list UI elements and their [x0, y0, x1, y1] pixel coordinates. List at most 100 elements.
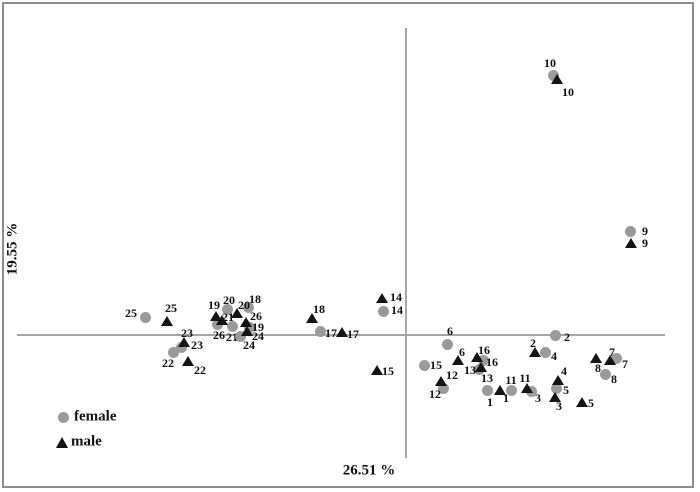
point-label-male-19: 19 — [208, 298, 220, 312]
data-point-female-6 — [441, 338, 453, 350]
point-label-female-11: 11 — [505, 373, 517, 387]
point-label-female-1: 1 — [487, 395, 493, 409]
point-label-male-5: 5 — [588, 396, 594, 410]
data-point-female-14 — [377, 305, 389, 317]
point-label-male-18: 18 — [313, 302, 325, 316]
data-point-female-1 — [481, 384, 493, 396]
point-label-female-6: 6 — [447, 324, 453, 338]
data-point-female-15 — [418, 359, 430, 371]
point-label-male-15: 15 — [382, 364, 394, 378]
point-label-male-22: 22 — [194, 363, 206, 377]
male-triangle-icon — [56, 437, 68, 448]
data-point-female-24 — [234, 330, 246, 342]
point-label-male-7: 7 — [609, 345, 615, 359]
point-label-male-16: 16 — [478, 343, 490, 357]
plot-frame — [2, 2, 694, 488]
point-label-female-12: 12 — [429, 387, 441, 401]
point-label-male-13: 13 — [481, 371, 493, 385]
data-point-female-12 — [437, 382, 449, 394]
point-label-female-8: 8 — [611, 372, 617, 386]
point-label-female-17: 17 — [325, 326, 337, 340]
data-point-male-1 — [494, 385, 506, 395]
data-point-female-5 — [550, 382, 562, 394]
legend-label-female: female — [74, 408, 117, 425]
point-label-male-8: 8 — [595, 361, 601, 375]
female-circle-icon — [58, 412, 69, 423]
data-point-male-9 — [625, 238, 637, 248]
point-label-male-10: 10 — [562, 85, 574, 99]
data-point-female-21 — [226, 320, 238, 332]
data-point-female-20 — [221, 303, 233, 315]
point-label-male-14: 14 — [390, 290, 402, 304]
x-axis-label: 26.51 % — [342, 462, 396, 479]
data-point-male-23 — [178, 337, 190, 347]
point-label-male-11: 11 — [519, 371, 531, 385]
point-label-female-16: 16 — [486, 355, 498, 369]
data-point-male-14 — [376, 293, 388, 303]
point-label-male-24: 24 — [252, 329, 264, 343]
data-point-male-17 — [336, 327, 348, 337]
data-point-male-10 — [551, 74, 563, 84]
data-point-male-24 — [241, 326, 253, 336]
data-point-male-20 — [231, 308, 243, 318]
data-point-male-16 — [471, 352, 483, 362]
point-label-female-13: 13 — [464, 363, 476, 377]
data-point-male-15 — [371, 365, 383, 375]
point-label-male-26: 26 — [250, 309, 262, 323]
data-point-male-25 — [161, 316, 173, 326]
point-label-female-2: 2 — [564, 330, 570, 344]
data-point-male-4 — [552, 375, 564, 385]
data-point-female-22 — [167, 346, 179, 358]
point-label-female-26: 26 — [213, 328, 225, 342]
data-point-female-8 — [599, 368, 611, 380]
data-point-male-8 — [590, 353, 602, 363]
point-label-male-21: 21 — [222, 310, 234, 324]
point-label-female-7: 7 — [622, 357, 628, 371]
point-label-female-24: 24 — [243, 338, 255, 352]
point-label-male-12: 12 — [446, 368, 458, 382]
point-label-female-18: 18 — [249, 292, 261, 306]
point-label-male-4: 4 — [561, 364, 567, 378]
point-label-female-20: 20 — [223, 293, 235, 307]
data-point-male-3 — [549, 392, 561, 402]
point-label-male-17: 17 — [347, 327, 359, 341]
data-point-male-21 — [216, 315, 228, 325]
data-point-male-13 — [475, 362, 487, 372]
point-label-female-22: 22 — [162, 356, 174, 370]
point-label-male-23: 23 — [181, 326, 193, 340]
data-point-male-12 — [435, 376, 447, 386]
point-label-female-9: 9 — [642, 224, 648, 238]
point-label-female-15: 15 — [430, 358, 442, 372]
data-point-female-18 — [242, 301, 254, 313]
point-label-male-2: 2 — [530, 336, 536, 350]
data-point-male-26 — [240, 317, 252, 327]
data-point-male-2 — [529, 347, 541, 357]
point-label-female-14: 14 — [391, 303, 403, 317]
data-point-female-4 — [539, 346, 551, 358]
data-point-female-23 — [175, 341, 187, 353]
data-point-male-7 — [604, 355, 616, 365]
data-point-female-17 — [314, 325, 326, 337]
y-axis-label: 19.55 % — [4, 222, 21, 276]
point-label-female-3: 3 — [535, 391, 541, 405]
point-label-male-1: 1 — [503, 391, 509, 405]
data-point-female-16 — [477, 354, 489, 366]
point-label-female-23: 23 — [191, 338, 203, 352]
point-label-female-10: 10 — [544, 56, 556, 70]
point-label-female-25: 25 — [125, 306, 137, 320]
data-point-female-9 — [624, 225, 636, 237]
point-label-female-19: 19 — [252, 320, 264, 334]
data-point-male-6 — [452, 355, 464, 365]
legend-label-male: male — [71, 433, 102, 450]
y-axis-line — [405, 28, 407, 458]
point-label-male-6: 6 — [459, 345, 465, 359]
point-label-male-25: 25 — [165, 301, 177, 315]
data-point-male-11 — [521, 383, 533, 393]
data-point-male-22 — [182, 356, 194, 366]
point-label-male-20: 20 — [238, 298, 250, 312]
point-label-male-3: 3 — [556, 399, 562, 413]
data-point-female-7 — [610, 352, 622, 364]
point-label-female-5: 5 — [563, 383, 569, 397]
data-point-male-5 — [576, 397, 588, 407]
